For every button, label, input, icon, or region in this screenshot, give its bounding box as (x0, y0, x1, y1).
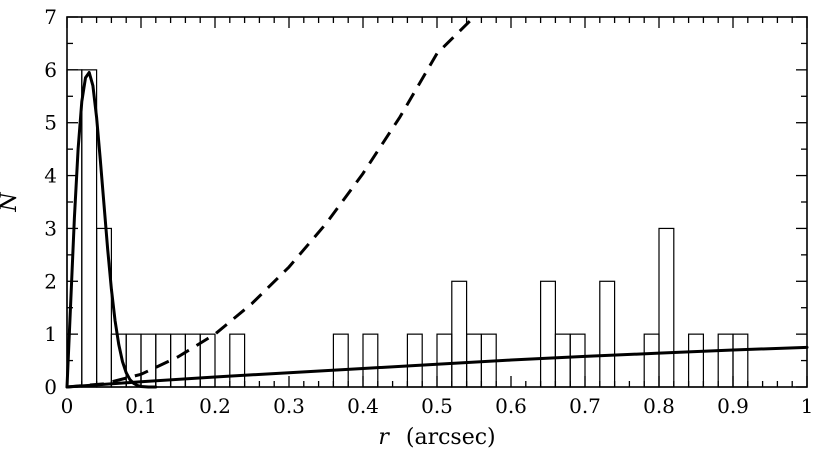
histogram-bar (332, 333, 349, 388)
histogram (66, 69, 749, 388)
histogram-bar (599, 280, 616, 388)
histogram-bar (436, 333, 453, 388)
x-tick-label: 0.9 (717, 394, 749, 418)
dashed-curve (66, 15, 476, 389)
y-tick-label: 6 (44, 58, 57, 82)
x-tick-label: 0.3 (273, 394, 305, 418)
histogram-bar (732, 333, 749, 388)
ticks-layer (66, 16, 808, 388)
y-tick-label: 1 (44, 322, 57, 346)
solid-curve-1 (65, 71, 158, 389)
histogram-bar (140, 333, 157, 388)
x-tick-label: 0.2 (199, 394, 231, 418)
histogram-bar (717, 333, 734, 388)
y-axis-label: N (0, 192, 22, 213)
histogram-bar (81, 69, 98, 388)
histogram-bar (658, 227, 675, 388)
y-tick-label: 3 (44, 216, 57, 240)
x-axis-unit: (arcsec) (406, 425, 496, 450)
x-tick-label: 0 (61, 394, 74, 418)
histogram-bar (643, 333, 660, 388)
solid-curve-3 (65, 345, 809, 389)
x-tick-label: 0.5 (421, 394, 453, 418)
x-axis-variable: r (378, 425, 390, 450)
histogram-bar (687, 333, 704, 388)
series-layer (65, 15, 809, 389)
x-tick-label: 0.8 (643, 394, 675, 418)
x-tick-label: 0.7 (569, 394, 601, 418)
histogram-bar (539, 280, 556, 388)
histogram-bar (451, 280, 468, 388)
x-tick-label: 0.6 (495, 394, 527, 418)
x-tick-label: 0.4 (347, 394, 379, 418)
y-tick-label: 0 (44, 375, 57, 399)
y-tick-label: 4 (44, 164, 57, 188)
x-tick-label: 0.1 (125, 394, 157, 418)
x-tick-label: 1 (801, 394, 814, 418)
histogram-bar (229, 333, 246, 388)
y-tick-label: 5 (44, 111, 57, 135)
histogram-bar (569, 333, 586, 388)
histogram-bar (554, 333, 571, 388)
histogram-bar (362, 333, 379, 388)
plot-frame (66, 16, 808, 388)
x-tick-labels: 0 0.1 0.2 0.3 0.4 0.5 0.6 0.7 0.8 0.9 1 (61, 394, 814, 418)
histogram-bar (406, 333, 423, 388)
y-tick-label: 7 (44, 5, 57, 29)
y-tick-label: 2 (44, 269, 57, 293)
y-tick-labels: 0 1 2 3 4 5 6 7 (44, 5, 57, 399)
x-axis-label: r (arcsec) (378, 425, 495, 450)
